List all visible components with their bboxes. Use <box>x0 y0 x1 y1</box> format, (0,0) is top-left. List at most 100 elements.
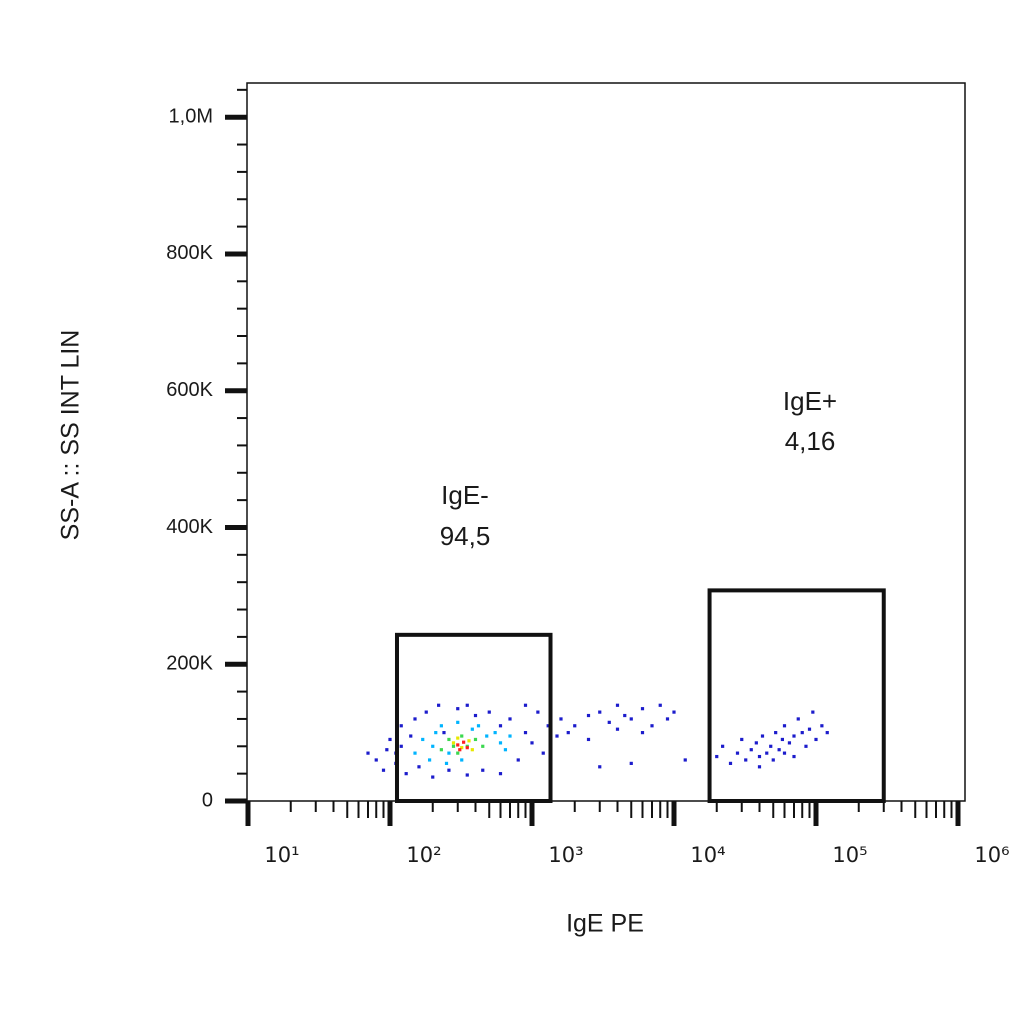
data-point <box>413 751 417 755</box>
y-tick-label: 600K <box>166 379 213 401</box>
data-point <box>796 717 800 721</box>
data-point <box>523 703 528 707</box>
data-point <box>388 737 392 742</box>
data-point <box>530 741 534 745</box>
data-point <box>421 737 425 742</box>
data-point <box>481 768 485 772</box>
data-point <box>444 761 449 765</box>
y-tick-label: 0 <box>202 789 213 811</box>
data-point <box>586 737 591 742</box>
gate-percent: 4,16 <box>785 426 836 456</box>
data-point <box>424 710 428 714</box>
data-point <box>470 727 474 731</box>
data-point <box>456 707 460 711</box>
data-point <box>374 758 378 762</box>
x-tick-label: 10⁵ <box>832 843 867 867</box>
data-point <box>629 717 633 721</box>
y-tick-label: 1,0M <box>169 105 213 127</box>
data-point <box>559 717 563 721</box>
data-point <box>629 761 633 765</box>
data-point <box>598 765 602 769</box>
data-point <box>672 710 676 714</box>
data-point <box>470 748 474 752</box>
data-point <box>757 754 762 759</box>
data-point <box>754 741 758 745</box>
data-point <box>640 707 645 711</box>
data-point <box>598 710 602 714</box>
data-point <box>437 703 441 707</box>
gate-percent: 94,5 <box>440 521 491 551</box>
data-point <box>807 727 812 731</box>
data-point <box>804 744 808 748</box>
gate-name: IgE+ <box>783 386 837 416</box>
data-point <box>447 768 451 772</box>
data-point <box>615 727 620 731</box>
x-tick-label: 10¹ <box>264 843 299 867</box>
x-tick-label: 10⁶ <box>974 843 1009 867</box>
data-point <box>503 748 508 752</box>
data-point <box>760 734 765 738</box>
data-point <box>381 768 386 772</box>
data-point <box>825 731 829 735</box>
y-tick-label: 200K <box>166 653 213 675</box>
data-point <box>658 703 662 707</box>
data-point <box>607 720 611 724</box>
data-point <box>366 751 370 755</box>
data-point <box>487 710 491 714</box>
data-point <box>814 737 818 742</box>
data-point <box>427 758 432 762</box>
gate-name: IgE- <box>441 480 489 510</box>
data-point <box>439 724 443 728</box>
data-point <box>782 724 787 728</box>
gate <box>394 632 553 803</box>
gate <box>707 588 886 803</box>
data-point <box>744 758 748 762</box>
data-point <box>465 703 469 707</box>
data-point <box>757 765 762 769</box>
data-point <box>508 734 512 738</box>
data-point <box>735 751 740 755</box>
data-point <box>460 746 464 750</box>
data-point <box>749 748 753 752</box>
data-point <box>481 744 485 748</box>
data-point <box>777 748 781 752</box>
data-point <box>780 737 785 742</box>
data-point <box>623 713 627 718</box>
data-point <box>782 751 787 755</box>
data-point <box>721 744 725 748</box>
data-point <box>451 744 456 748</box>
x-tick-label: 10³ <box>548 843 583 867</box>
data-point <box>523 731 528 735</box>
data-point <box>787 741 792 745</box>
y-axis-title: SS-A :: SS INT LIN <box>57 330 85 541</box>
data-point <box>765 751 769 755</box>
data-point <box>460 734 464 738</box>
data-point <box>442 731 446 735</box>
data-point <box>541 751 545 755</box>
x-tick-label: 10⁴ <box>690 843 725 867</box>
data-point <box>546 724 550 728</box>
x-axis-title: IgE PE <box>566 910 644 938</box>
data-point <box>462 740 466 744</box>
data-point <box>740 737 744 742</box>
data-point <box>447 737 451 742</box>
data-point <box>792 734 796 738</box>
data-point <box>385 748 389 752</box>
data-point <box>456 751 460 755</box>
data-point <box>417 765 421 769</box>
data-point <box>811 710 815 714</box>
y-tick-label: 800K <box>166 242 213 264</box>
data-point <box>409 734 413 738</box>
data-point <box>485 734 489 738</box>
data-point <box>473 737 478 742</box>
data-point <box>615 703 620 707</box>
data-point <box>465 773 469 777</box>
data-point <box>460 758 464 762</box>
data-point <box>399 724 403 728</box>
data-point <box>493 731 497 735</box>
data-point <box>566 731 570 735</box>
data-point <box>458 748 462 752</box>
data-point <box>665 717 670 721</box>
y-tick-label: 400K <box>166 516 213 538</box>
